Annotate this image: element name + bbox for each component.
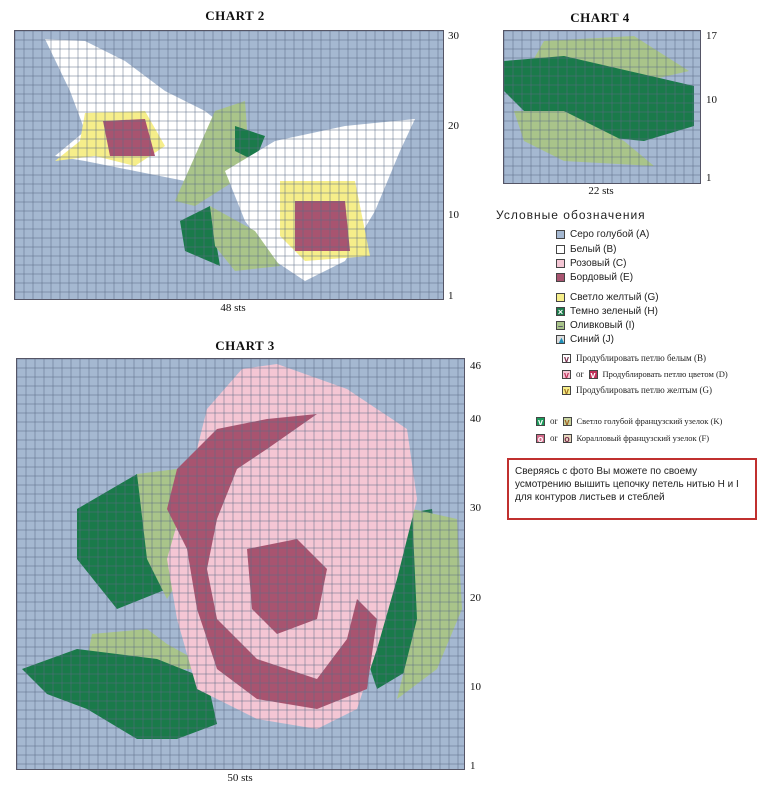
gray-blue-swatch-icon <box>556 230 565 239</box>
legend-label: Темно зеленый (H) <box>570 306 658 317</box>
chart3-title: CHART 3 <box>215 338 275 353</box>
legend-connector: or <box>576 369 584 379</box>
chart4-caption: 22 sts <box>588 185 614 197</box>
chart2-row-label: 10 <box>448 209 459 221</box>
chart4-row-label: 1 <box>706 172 712 184</box>
chart4-title: CHART 4 <box>570 10 630 25</box>
chart2-caption: 48 sts <box>220 302 246 314</box>
legend-item: Светло желтый (G) <box>556 292 659 303</box>
legend-title: Условные обозначения <box>496 208 646 222</box>
burgundy-swatch-icon <box>556 273 565 282</box>
v-knot-alt-icon: v <box>562 416 572 427</box>
legend-label: Синий (J) <box>570 334 614 345</box>
v-green-knot-icon: v <box>536 416 545 427</box>
legend-item: v Продублировать петлю белым (B) <box>562 353 706 363</box>
blue-triangle-icon: ▲ <box>556 335 566 345</box>
chart2-row-label: 1 <box>448 290 454 302</box>
legend-label: Коралловый французский узелок (F) <box>576 433 710 443</box>
leaf-bottom-green <box>180 206 220 266</box>
legend-label: Продублировать петлю цветом (D) <box>602 369 728 379</box>
chart4-row-label: 17 <box>706 30 717 42</box>
chart3-row-label: 30 <box>470 502 481 514</box>
chart4-grid <box>503 30 701 184</box>
chart2-gridlines <box>15 31 443 299</box>
chart2-title: CHART 2 <box>205 8 265 23</box>
chart4-svg <box>504 31 700 183</box>
v-pink-icon: v <box>562 369 571 380</box>
chart4-row-label: 10 <box>706 94 717 106</box>
chart3-gridlines <box>17 359 464 769</box>
chart3-row-label: 20 <box>470 592 481 604</box>
legend-label: Бордовый (E) <box>570 272 634 283</box>
white-swatch-icon <box>556 245 565 254</box>
legend-label: Белый (B) <box>570 244 617 255</box>
v-color-icon: v <box>588 369 598 380</box>
lily-right-center <box>295 201 350 251</box>
legend-item: Белый (B) <box>556 244 617 255</box>
chart4-gridlines <box>504 31 700 183</box>
chart3-grid <box>16 358 465 770</box>
leaf-bottom-olive <box>210 206 280 271</box>
coral-knot-icon: o <box>536 433 545 444</box>
pink-swatch-icon <box>556 259 565 268</box>
legend-item: Серо голубой (A) <box>556 229 649 240</box>
olive-dash-icon: – <box>556 321 565 331</box>
legend-label: Серо голубой (A) <box>570 229 650 240</box>
chart2-row-label: 30 <box>448 30 459 42</box>
legend-item: × Темно зеленый (H) <box>556 306 658 317</box>
chart3-row-label: 46 <box>470 360 481 372</box>
legend-item: ▲ Синий (J) <box>556 334 614 345</box>
note-box: Сверяясь с фото Вы можете по своему усмо… <box>507 458 757 520</box>
dark-green-x-icon: × <box>556 307 565 317</box>
chart3-row-label: 1 <box>470 760 476 772</box>
light-yellow-swatch-icon <box>556 293 565 302</box>
legend-item: v or v Продублировать петлю цветом (D) <box>562 369 728 379</box>
legend-label: Светло голубой французский узелок (K) <box>576 416 723 426</box>
v-yellow-icon: v <box>562 385 571 396</box>
legend-item: o or o Коралловый французский узелок (F) <box>536 433 709 443</box>
legend-label: Светло желтый (G) <box>570 292 659 303</box>
rose-burgundy-outer <box>167 414 377 709</box>
legend-item: v Продублировать петлю желтым (G) <box>562 385 712 395</box>
chart3-row-label: 10 <box>470 681 481 693</box>
legend-label: Розовый (C) <box>570 258 627 269</box>
chart2-grid <box>14 30 444 300</box>
legend-label: Оливковый (I) <box>570 320 635 331</box>
legend-item: – Оливковый (I) <box>556 320 635 331</box>
legend-label: Продублировать петлю белым (B) <box>576 353 706 363</box>
chart2-svg <box>15 31 443 299</box>
v-white-icon: v <box>562 353 571 364</box>
lily-left-center <box>103 119 155 156</box>
legend-label: Продублировать петлю желтым (G) <box>576 385 713 395</box>
coral-knot-alt-icon: o <box>562 433 572 444</box>
chart3-caption: 50 sts <box>227 772 253 784</box>
legend-connector: or <box>550 416 558 426</box>
legend-item: v or v Светло голубой французский узелок… <box>536 416 722 426</box>
chart3-svg <box>17 359 464 769</box>
legend-connector: or <box>550 433 558 443</box>
legend-item: Бордовый (E) <box>556 272 633 283</box>
note-text: Сверяясь с фото Вы можете по своему усмо… <box>515 466 739 503</box>
legend-item: Розовый (C) <box>556 258 626 269</box>
chart2-row-label: 20 <box>448 120 459 132</box>
chart3-row-label: 40 <box>470 413 481 425</box>
